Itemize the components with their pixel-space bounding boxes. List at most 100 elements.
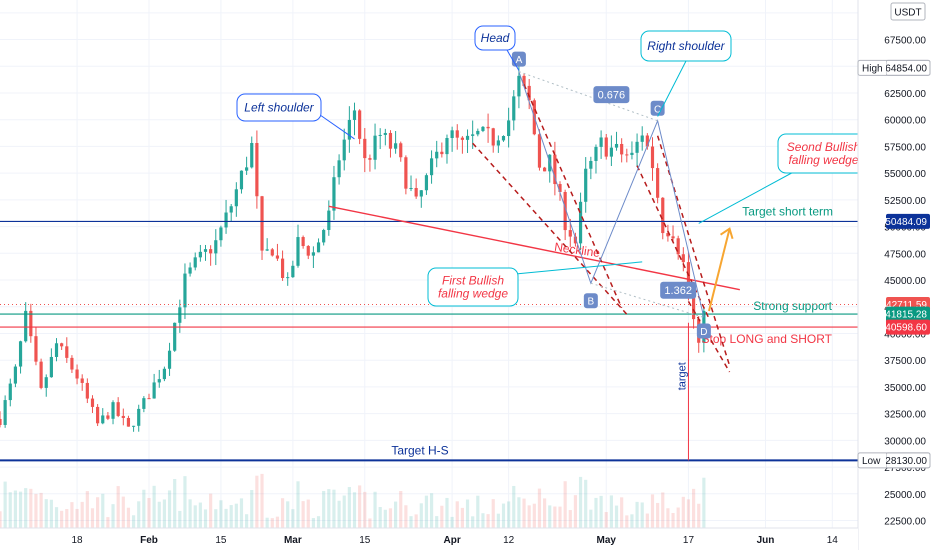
candle-body bbox=[650, 146, 655, 169]
level-label-strong-support: Strong support bbox=[753, 299, 832, 313]
price-axis: 22500.00 25000.00 27500.00 30000.00 32500.00… bbox=[857, 0, 932, 550]
candle-body bbox=[352, 110, 357, 120]
candle-body bbox=[54, 343, 59, 357]
candle-body bbox=[476, 130, 480, 135]
callout-first-wedge-text: falling wedge bbox=[438, 287, 508, 301]
volume-bar bbox=[409, 516, 413, 528]
time-tick-label: Mar bbox=[284, 535, 302, 546]
callout-head-pointer bbox=[506, 49, 520, 71]
price-tag-prefix-bg bbox=[860, 452, 886, 468]
candle-body bbox=[558, 184, 562, 192]
candle-body bbox=[70, 357, 74, 370]
candle-body bbox=[280, 258, 285, 278]
volume-bar bbox=[465, 499, 470, 528]
candle-body bbox=[65, 346, 69, 358]
candle-body bbox=[327, 210, 331, 230]
volume-bar bbox=[399, 491, 403, 528]
volume-bar bbox=[394, 501, 398, 528]
candle-body bbox=[142, 398, 146, 409]
volume-bar bbox=[625, 515, 629, 528]
candle-body bbox=[245, 167, 249, 171]
volume-bar bbox=[445, 497, 449, 528]
candle-body bbox=[630, 152, 634, 155]
volume-bar bbox=[8, 492, 12, 528]
volume-bar bbox=[219, 500, 223, 528]
candle-body bbox=[692, 292, 696, 320]
candle-body bbox=[471, 134, 475, 136]
price-tag-label-stop: 40598.60 bbox=[885, 323, 927, 334]
volume-bar bbox=[327, 489, 331, 528]
candle-body bbox=[306, 246, 310, 256]
volume-bar bbox=[286, 501, 290, 528]
candle-body bbox=[13, 366, 18, 384]
volume-bar bbox=[101, 493, 105, 528]
candle-body bbox=[594, 146, 598, 161]
volume-bar bbox=[250, 490, 254, 528]
target-label: target bbox=[676, 362, 688, 390]
volume-bar bbox=[435, 516, 439, 528]
price-tag-label-strong-support: 41815.28 bbox=[885, 310, 927, 321]
volume-bar bbox=[661, 492, 665, 528]
volume-bar bbox=[578, 476, 583, 528]
callout-left-shoulder-text: Left shoulder bbox=[244, 101, 314, 115]
candle-body bbox=[645, 135, 649, 147]
volume-bar bbox=[383, 509, 387, 528]
candle-body bbox=[563, 191, 567, 231]
volume-bar bbox=[209, 493, 213, 528]
candle-body bbox=[656, 168, 660, 198]
candle-body bbox=[573, 236, 578, 244]
volume-bar bbox=[162, 499, 166, 528]
candle-body bbox=[414, 188, 418, 197]
candle-body bbox=[8, 383, 12, 401]
bullish-arrow bbox=[708, 228, 731, 312]
callout-left-shoulder-box bbox=[236, 93, 322, 122]
candle-body bbox=[116, 402, 120, 416]
candle-body bbox=[676, 238, 680, 255]
candle-body bbox=[584, 168, 588, 202]
volume-bar bbox=[368, 518, 372, 528]
volume-bar bbox=[496, 513, 500, 528]
candle-body bbox=[49, 356, 53, 378]
candle-body bbox=[209, 249, 213, 254]
volume-bar bbox=[167, 490, 172, 528]
wedge1-upper bbox=[523, 84, 623, 309]
harmonic-path bbox=[518, 71, 705, 318]
volume-bar bbox=[656, 502, 660, 528]
wedge1-lower bbox=[472, 142, 628, 315]
price-tick-label: 35000.00 bbox=[884, 383, 926, 394]
price-tick-label: 52500.00 bbox=[884, 196, 926, 207]
callout-head: Head bbox=[474, 25, 520, 71]
candle-body bbox=[358, 110, 362, 139]
candle-body bbox=[18, 341, 23, 367]
candle-body bbox=[635, 141, 639, 153]
candle-body bbox=[178, 307, 182, 323]
volume-bar bbox=[352, 492, 357, 528]
volume-bar bbox=[573, 495, 578, 528]
price-tag-stop bbox=[886, 319, 930, 335]
volume-bar bbox=[584, 479, 588, 528]
volume-bar bbox=[34, 493, 38, 528]
candle-body bbox=[24, 310, 28, 342]
volume-bar bbox=[178, 510, 182, 528]
candle-body bbox=[491, 128, 495, 146]
callout-second-wedge-pointer bbox=[698, 172, 792, 224]
volume-bar bbox=[692, 488, 696, 528]
volume-bar bbox=[152, 485, 156, 528]
volume-bar bbox=[173, 479, 177, 528]
volume-bar bbox=[507, 501, 511, 528]
price-tag-prefix-High: High bbox=[862, 63, 883, 74]
price-tick-label: 62500.00 bbox=[884, 89, 926, 100]
candle-body bbox=[39, 361, 43, 388]
wedge2-lower bbox=[636, 165, 710, 319]
volume-bar bbox=[419, 503, 423, 528]
time-axis: 18 Feb 15 Mar 15 Apr 12 May 17 Jun 14 bbox=[0, 527, 858, 550]
volume-bar bbox=[306, 499, 310, 528]
candle-body bbox=[440, 151, 444, 155]
volume-bar bbox=[214, 509, 218, 528]
volume-bar bbox=[229, 505, 233, 528]
candle-body bbox=[455, 130, 459, 138]
price-tag-label-Low: 28130.00 bbox=[885, 456, 927, 467]
price-tick-label: 27500.00 bbox=[884, 463, 926, 474]
